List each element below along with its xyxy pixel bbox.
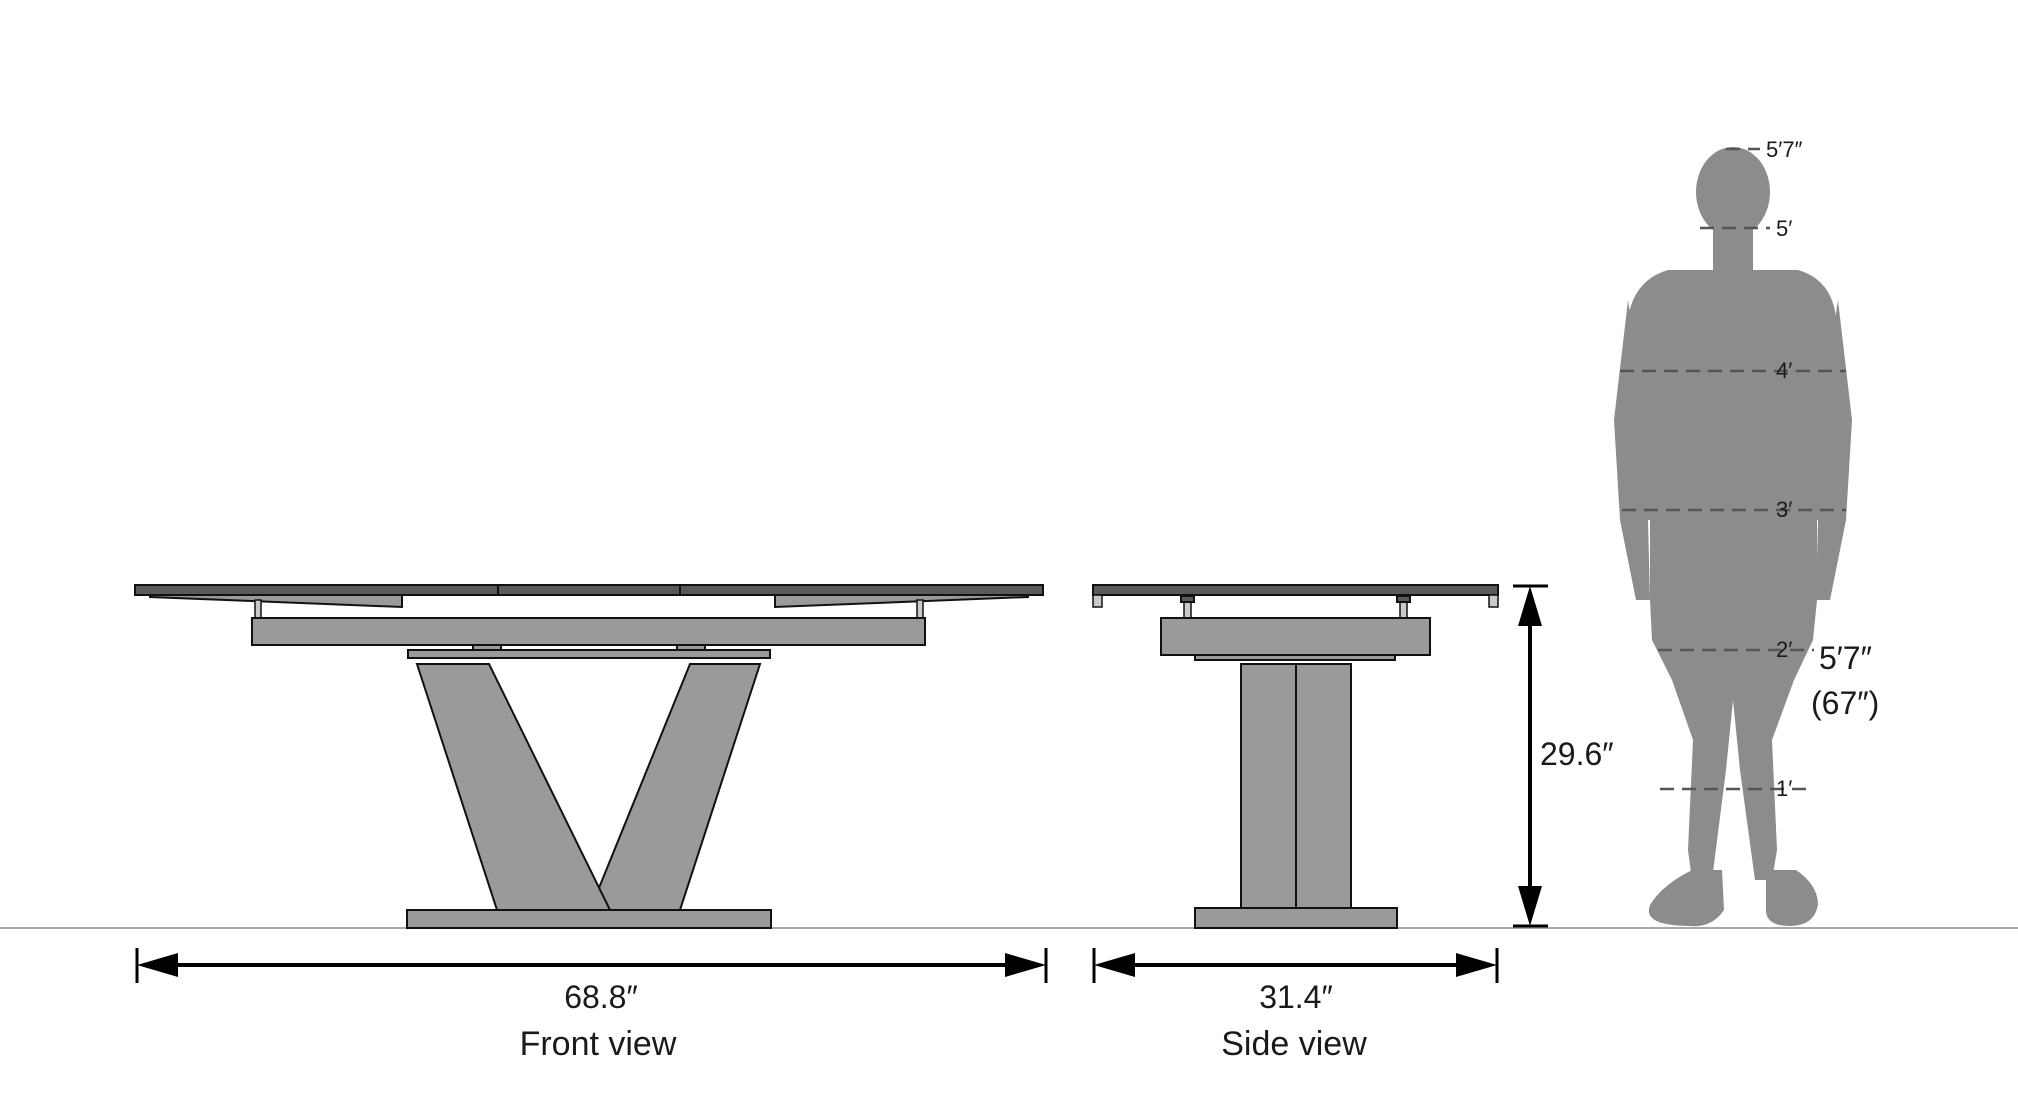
side-apron	[1160, 617, 1431, 656]
person-silhouette	[1614, 147, 1852, 927]
side-width-label: 31.4″	[1259, 979, 1333, 1015]
front-right-leg	[588, 663, 762, 911]
side-column-left	[1240, 663, 1297, 909]
front-base	[406, 909, 772, 929]
scale-mark-5ft7in: 5′7″	[1766, 137, 1803, 162]
scale-mark-2ft: 2′	[1776, 637, 1792, 662]
front-view-table	[134, 584, 1044, 929]
person-height-feet: 5′7″	[1819, 640, 1872, 676]
scale-mark-3ft: 3′	[1776, 497, 1792, 522]
height-dimension	[1513, 584, 1548, 928]
front-view-caption: Front view	[520, 1025, 677, 1063]
scale-mark-4ft: 4′	[1776, 358, 1792, 383]
side-tabletop	[1092, 584, 1499, 596]
front-width-label: 68.8″	[564, 979, 638, 1015]
person-height-inches: (67″)	[1811, 685, 1879, 721]
front-left-leg	[415, 663, 612, 911]
side-base	[1194, 907, 1398, 929]
front-apron	[251, 617, 926, 646]
side-column-right	[1295, 663, 1352, 909]
person-scale	[1620, 147, 1846, 791]
height-label: 29.6″	[1540, 736, 1614, 772]
side-view-table	[1092, 584, 1499, 929]
front-sub-plate	[407, 649, 771, 659]
scale-mark-1ft: 1′	[1776, 776, 1792, 801]
side-view-caption: Side view	[1221, 1025, 1367, 1063]
front-right-leaf	[774, 594, 1029, 609]
front-tabletop	[134, 584, 1044, 596]
front-left-leaf	[149, 594, 403, 609]
scale-mark-5ft: 5′	[1776, 216, 1792, 241]
side-width-dimension	[1092, 948, 1499, 983]
front-width-dimension	[135, 948, 1048, 983]
